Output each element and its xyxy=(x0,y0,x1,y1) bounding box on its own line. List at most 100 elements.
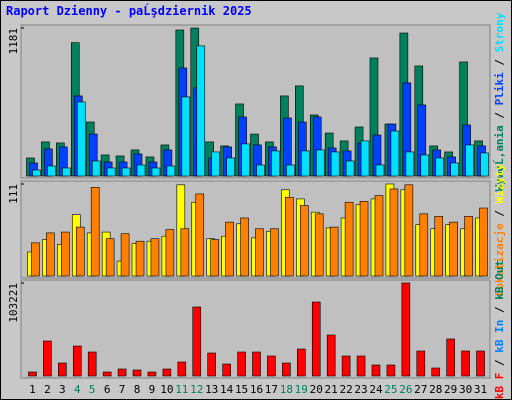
bar xyxy=(147,371,157,377)
bar xyxy=(117,368,127,377)
x-tick-label: 7 xyxy=(119,383,126,396)
bar xyxy=(389,188,399,277)
bar xyxy=(329,226,339,277)
bar xyxy=(286,164,295,177)
bar xyxy=(375,164,385,177)
bar xyxy=(359,201,369,277)
bar xyxy=(120,233,130,277)
bar xyxy=(241,143,250,177)
x-tick-label: 27 xyxy=(414,383,427,396)
x-tick-label: 9 xyxy=(149,383,156,396)
bar xyxy=(476,350,485,377)
bar xyxy=(300,205,309,277)
legend-separator: / xyxy=(493,204,506,224)
bar xyxy=(166,165,176,177)
x-tick-label: 16 xyxy=(250,383,263,396)
bar xyxy=(90,187,100,277)
bar xyxy=(47,165,56,177)
bar xyxy=(301,150,310,177)
bar xyxy=(210,239,219,277)
bar xyxy=(386,364,396,377)
legend-separator: / xyxy=(493,105,506,125)
x-tick-label: 26 xyxy=(399,383,412,396)
y-tick-label: 111 xyxy=(7,184,20,204)
bar xyxy=(297,348,306,377)
bar xyxy=(32,169,41,177)
bar xyxy=(226,157,235,177)
legend-entry: Wizyty xyxy=(493,163,506,203)
bar xyxy=(192,306,202,377)
bar xyxy=(132,369,142,377)
bar xyxy=(150,238,160,277)
x-tick-label: 19 xyxy=(295,383,308,396)
bar xyxy=(102,371,112,377)
bar xyxy=(165,229,175,277)
x-tick-label: 29 xyxy=(444,383,457,396)
bar xyxy=(390,130,400,177)
bar xyxy=(28,371,37,377)
x-tick-label: 11 xyxy=(175,383,188,396)
bar xyxy=(431,367,441,377)
bar xyxy=(371,364,381,377)
x-tick-label: 4 xyxy=(74,383,81,396)
x-tick-label: 12 xyxy=(190,383,203,396)
x-tick-label: 6 xyxy=(104,383,111,396)
x-tick-label: 21 xyxy=(325,383,338,396)
x-tick-label: 14 xyxy=(220,383,234,396)
bar xyxy=(420,154,430,177)
chart-title: Raport Dzienny - paĹşdziernik 2025 xyxy=(6,3,252,18)
x-tick-label: 25 xyxy=(384,383,397,396)
bar xyxy=(75,226,85,277)
bar xyxy=(252,351,261,377)
bar xyxy=(237,351,246,377)
bar xyxy=(345,160,355,177)
bar xyxy=(404,184,414,277)
x-tick-label: 1 xyxy=(29,383,36,396)
x-tick-label: 5 xyxy=(89,383,96,396)
bar xyxy=(177,361,187,377)
bar xyxy=(405,151,415,177)
bar xyxy=(267,355,276,377)
bar xyxy=(105,238,115,277)
bar xyxy=(106,167,116,177)
bar xyxy=(58,362,67,377)
bar xyxy=(341,355,351,377)
bar xyxy=(240,217,249,277)
bar xyxy=(151,167,161,177)
bar xyxy=(479,207,488,277)
bar xyxy=(315,149,325,177)
bar xyxy=(121,167,131,177)
bar xyxy=(435,157,445,177)
bar xyxy=(464,216,473,277)
bar xyxy=(311,301,321,377)
x-tick-label: 23 xyxy=(354,383,367,396)
bar xyxy=(211,151,220,177)
bar xyxy=(61,231,70,277)
y-tick-label: 1181 xyxy=(7,28,20,55)
x-tick-label: 28 xyxy=(429,383,442,396)
x-tick-label: 10 xyxy=(160,383,173,396)
x-tick-label: 15 xyxy=(235,383,248,396)
x-tick-label: 17 xyxy=(265,383,278,396)
x-tick-label: 13 xyxy=(205,383,218,396)
bar xyxy=(195,193,205,277)
panel xyxy=(20,279,491,379)
legend-entry: kB Out xyxy=(493,260,506,300)
bar xyxy=(344,201,354,277)
bar xyxy=(419,213,429,277)
x-tick-label: 30 xyxy=(459,383,472,396)
bar xyxy=(326,334,336,377)
bar xyxy=(162,368,172,377)
x-tick-label: 3 xyxy=(59,383,66,396)
legend-entry: Strony xyxy=(493,12,506,52)
bar xyxy=(180,228,190,277)
bar xyxy=(62,167,71,177)
y-tick-label: 103221 xyxy=(7,283,20,323)
legend: WywoĹ‚ania / Pliki / Strony xyxy=(493,12,506,191)
legend-entry: kB In xyxy=(493,320,506,353)
bar xyxy=(135,240,145,277)
bar xyxy=(270,228,279,277)
bar xyxy=(434,216,444,277)
bar xyxy=(285,196,294,277)
